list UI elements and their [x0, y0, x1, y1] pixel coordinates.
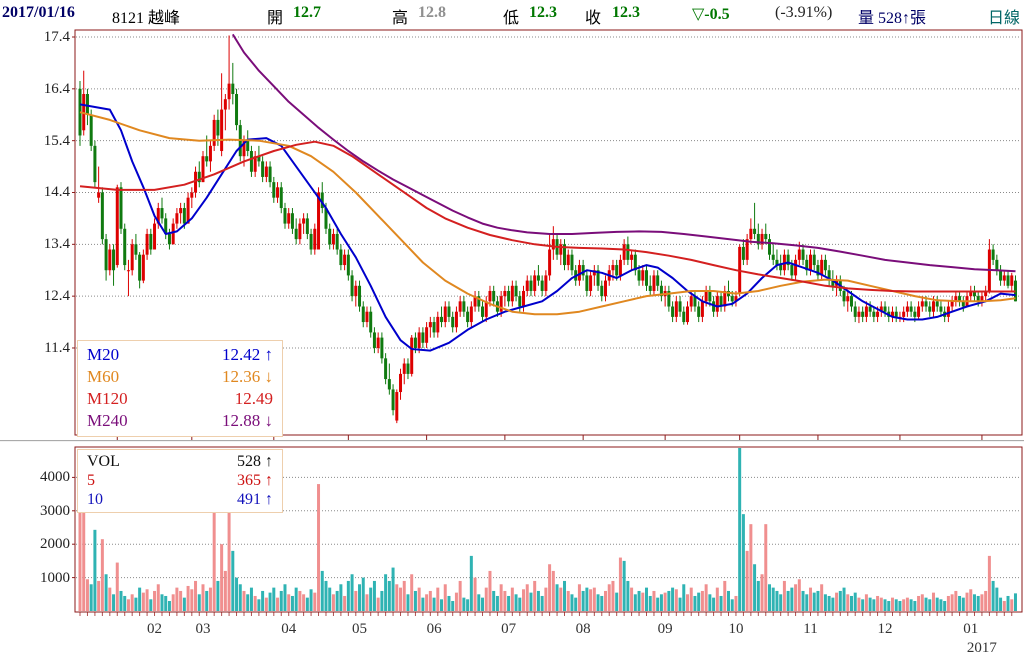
close-label: 收: [585, 10, 602, 27]
ma-m120-value: 12.49: [234, 389, 273, 408]
stock-id-name: 8121 越峰: [112, 10, 181, 27]
ma-legend-row-m240: M240 12.88 ↓: [87, 410, 273, 432]
ma-m20-label: M20: [87, 345, 120, 364]
volume-legend-row-ma10: 10 491 ↑: [87, 490, 273, 509]
vol-ma5-label: 5: [87, 472, 95, 489]
ma-legend-row-m120: M120 12.49: [87, 388, 273, 410]
ma-m20-value: 12.42: [222, 345, 261, 364]
vol-ma5-value: 365: [237, 472, 261, 489]
volume-legend-row-vol: VOL 528 ↑: [87, 452, 273, 471]
ma-line-M120: [79, 140, 1016, 293]
ma-m60-value: 12.36: [222, 367, 261, 386]
vol-ma10-value: 491: [237, 491, 261, 508]
panel-divider: [0, 440, 1024, 441]
down-arrow-icon: ↓: [264, 367, 274, 386]
up-arrow-icon: ↑: [265, 453, 273, 470]
ma-line-M20: [79, 103, 1016, 352]
change-value: ▽-0.5: [692, 6, 730, 23]
volume-legend-row-ma5: 5 365 ↑: [87, 471, 273, 490]
ma-line-M60: [79, 111, 1016, 316]
ma-m120-label: M120: [87, 389, 128, 408]
ma-legend-row-m20: M20 12.42 ↑: [87, 344, 273, 366]
low-value: 12.3: [529, 4, 557, 21]
vol-value: 528: [237, 453, 261, 470]
change-percent: (-3.91%): [775, 4, 833, 21]
period-label[interactable]: 日線: [988, 10, 1021, 27]
high-value: 12.8: [418, 4, 446, 21]
open-label: 開: [267, 10, 284, 27]
volume-text: 量 528↑張: [858, 10, 927, 27]
ma-m240-value: 12.88: [222, 411, 261, 430]
down-arrow-icon: ↓: [264, 411, 274, 430]
volume-legend-box: VOL 528 ↑ 5 365 ↑ 10 491 ↑: [77, 449, 283, 513]
up-arrow-icon: ↑: [265, 491, 273, 508]
price-panel-border: [74, 29, 1023, 436]
ma-legend-row-m60: M60 12.36 ↓: [87, 366, 273, 388]
close-value: 12.3: [612, 4, 640, 21]
vol-ma10-label: 10: [87, 491, 103, 508]
up-arrow-icon: ↑: [264, 345, 274, 364]
high-label: 高: [392, 10, 409, 27]
open-value: 12.7: [293, 4, 321, 21]
panel-divider-highlight: [0, 441, 1024, 442]
ma-m240-label: M240: [87, 411, 128, 430]
low-label: 低: [503, 10, 520, 27]
ma-m60-label: M60: [87, 367, 120, 386]
header-bar: 2017/01/16 8121 越峰 開 12.7 高 12.8 低 12.3 …: [0, 0, 1024, 28]
vol-label: VOL: [87, 453, 120, 470]
ma-legend-box: M20 12.42 ↑ M60 12.36 ↓ M120 12.49 M240 …: [77, 340, 283, 437]
ma-line-M240: [231, 33, 1016, 273]
up-arrow-icon: ↑: [265, 472, 273, 489]
volume-panel-border: [74, 446, 1023, 613]
date-label: 2017/01/16: [2, 4, 75, 21]
